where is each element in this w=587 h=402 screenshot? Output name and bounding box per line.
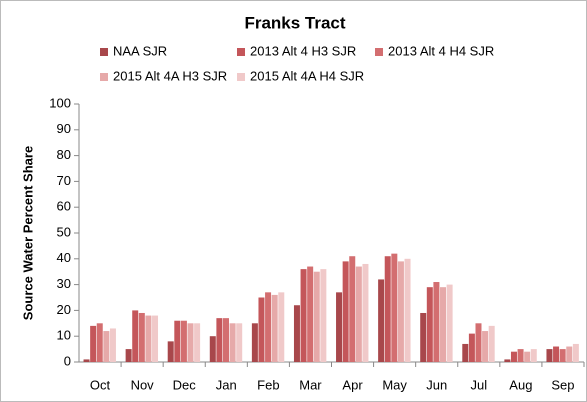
bar <box>446 284 453 362</box>
bar <box>209 336 216 362</box>
bar <box>194 323 201 362</box>
y-tick-label: 30 <box>57 276 71 291</box>
bar <box>504 359 511 362</box>
y-tick-label: 20 <box>57 302 71 317</box>
legend-swatch <box>237 48 245 56</box>
legend-swatch <box>375 48 383 56</box>
bar <box>404 258 411 362</box>
y-tick-label: 90 <box>57 121 71 136</box>
bar <box>462 343 469 362</box>
x-tick-label: Jul <box>470 377 487 392</box>
bar <box>397 261 404 362</box>
y-tick-label: 60 <box>57 199 71 214</box>
legend-label: 2013 Alt 4 H3 SJR <box>250 43 356 58</box>
bar <box>187 323 194 362</box>
bar <box>265 292 272 362</box>
x-tick-label: Jan <box>216 377 237 392</box>
x-tick-label: Sep <box>551 377 574 392</box>
x-tick-label: Feb <box>257 377 279 392</box>
y-tick-label: 10 <box>57 328 71 343</box>
x-tick-label: Oct <box>90 377 111 392</box>
bar <box>440 287 447 362</box>
bar <box>293 305 300 362</box>
bar <box>152 315 159 362</box>
y-tick-label: 70 <box>57 173 71 188</box>
bar <box>96 323 103 362</box>
bar <box>524 351 531 362</box>
bar <box>180 320 187 362</box>
bar <box>384 256 391 362</box>
bar <box>433 282 440 362</box>
bar <box>103 331 110 362</box>
bar <box>132 310 139 362</box>
x-tick-label: Nov <box>131 377 155 392</box>
bar <box>559 349 566 362</box>
y-axis-title: Source Water Percent Share <box>20 146 35 320</box>
chart-title: Franks Tract <box>244 13 345 32</box>
bar <box>553 346 560 362</box>
bar <box>530 349 537 362</box>
legend-swatch <box>100 73 108 81</box>
bar <box>391 253 398 362</box>
bar <box>271 294 278 362</box>
bar <box>362 263 369 362</box>
x-tick-label: Apr <box>342 377 363 392</box>
y-tick-label: 100 <box>49 95 71 110</box>
bar <box>420 312 427 362</box>
legend-swatch <box>100 48 108 56</box>
bar <box>468 333 475 362</box>
bar <box>167 341 174 362</box>
bar <box>320 269 327 362</box>
bar <box>222 318 229 362</box>
bar <box>90 325 97 362</box>
bar <box>216 318 223 362</box>
bar <box>488 325 495 362</box>
bar <box>145 315 152 362</box>
y-tick-label: 50 <box>57 224 71 239</box>
bar <box>307 266 314 362</box>
bar <box>426 287 433 362</box>
x-tick-label: Mar <box>299 377 322 392</box>
bar <box>138 312 145 362</box>
bar <box>313 271 320 362</box>
x-tick-label: Aug <box>509 377 532 392</box>
bar <box>336 292 343 362</box>
bar <box>109 328 116 362</box>
bar <box>378 279 385 362</box>
y-tick-label: 40 <box>57 250 71 265</box>
x-tick-label: Jun <box>426 377 447 392</box>
legend-label: 2015 Alt 4A H3 SJR <box>113 68 227 83</box>
legend-label: 2013 Alt 4 H4 SJR <box>388 43 494 58</box>
x-tick-label: May <box>382 377 407 392</box>
bar <box>482 331 489 362</box>
bar <box>278 292 285 362</box>
y-tick-label: 0 <box>64 353 71 368</box>
bar <box>566 346 573 362</box>
bar <box>251 323 258 362</box>
bar <box>236 323 243 362</box>
bar <box>572 343 579 362</box>
bar <box>125 349 132 362</box>
y-tick-label: 80 <box>57 147 71 162</box>
bar <box>349 256 356 362</box>
bar <box>229 323 236 362</box>
legend-swatch <box>237 73 245 81</box>
bar <box>355 266 362 362</box>
bar <box>546 349 553 362</box>
bar <box>258 297 265 362</box>
x-tick-label: Dec <box>173 377 197 392</box>
bar <box>342 261 349 362</box>
legend-label: 2015 Alt 4A H4 SJR <box>250 68 364 83</box>
legend-label: NAA SJR <box>113 43 167 58</box>
bar <box>174 320 181 362</box>
bar <box>517 349 524 362</box>
bar <box>510 351 517 362</box>
bar <box>300 269 307 362</box>
bar <box>475 323 482 362</box>
bar <box>83 359 90 362</box>
